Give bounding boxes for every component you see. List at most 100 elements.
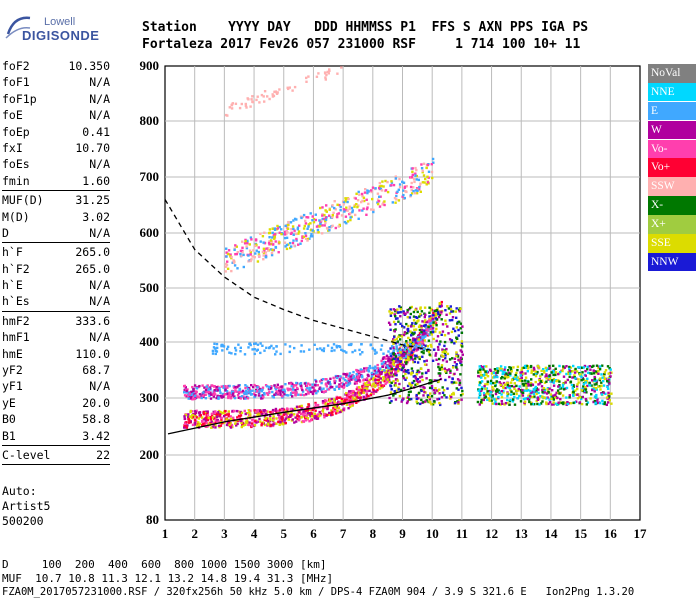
- echo-point: [452, 381, 456, 384]
- echo-point: [443, 344, 446, 348]
- echo-point: [394, 356, 398, 359]
- echo-point: [380, 386, 384, 389]
- echo-point: [583, 380, 587, 383]
- echo-point: [234, 253, 237, 256]
- echo-point: [363, 199, 366, 203]
- echo-point: [317, 231, 320, 234]
- echo-point: [421, 169, 424, 173]
- echo-point: [353, 203, 356, 207]
- echo-point: [313, 383, 317, 387]
- echo-point: [274, 392, 278, 395]
- echo-point: [354, 396, 358, 400]
- echo-point: [212, 395, 215, 398]
- echo-point: [331, 204, 334, 207]
- echo-point: [416, 338, 419, 341]
- echo-point: [260, 390, 263, 393]
- param-value: N/A: [89, 278, 110, 293]
- echo-point: [367, 374, 370, 378]
- echo-point: [403, 326, 406, 329]
- echo-point: [328, 208, 331, 211]
- echo-point: [388, 310, 391, 313]
- echo-point: [270, 385, 273, 388]
- echo-point: [595, 379, 598, 382]
- echo-point: [324, 78, 327, 81]
- echo-point: [538, 403, 541, 406]
- echo-point: [418, 332, 422, 335]
- echo-point: [599, 365, 602, 368]
- echo-point: [325, 204, 328, 207]
- echo-point: [232, 386, 236, 389]
- echo-point: [275, 92, 279, 95]
- auto-label: Auto:: [2, 484, 37, 498]
- echo-point: [590, 393, 593, 396]
- echo-point: [407, 329, 410, 333]
- echo-point: [508, 403, 511, 406]
- echo-point: [362, 370, 365, 373]
- echo-point: [554, 393, 557, 397]
- echo-point: [254, 252, 257, 255]
- echo-point: [561, 369, 564, 373]
- echo-point: [456, 378, 460, 381]
- echo-point: [497, 389, 500, 392]
- echo-point: [387, 321, 391, 324]
- echo-point: [276, 91, 279, 94]
- echo-point: [422, 388, 425, 392]
- echo-point: [346, 220, 350, 223]
- echo-point: [450, 330, 454, 334]
- echo-point: [195, 420, 198, 423]
- echo-point: [607, 372, 610, 375]
- echo-point: [457, 328, 460, 332]
- echo-point: [420, 167, 424, 170]
- echo-point: [281, 391, 285, 394]
- echo-point: [480, 389, 483, 392]
- echo-point: [283, 236, 287, 240]
- echo-point: [318, 224, 322, 227]
- echo-point: [407, 390, 411, 394]
- echo-point: [386, 373, 389, 376]
- echo-point: [309, 390, 312, 394]
- echo-point: [427, 369, 430, 373]
- echo-point: [403, 348, 406, 351]
- echo-point: [206, 410, 209, 413]
- echo-point: [324, 406, 327, 409]
- echo-point: [381, 362, 384, 365]
- echo-point: [189, 420, 192, 423]
- echo-point: [558, 392, 561, 395]
- echo-point: [441, 351, 444, 354]
- echo-point: [388, 380, 391, 384]
- echo-point: [412, 348, 415, 351]
- x-tick-label: 16: [604, 526, 618, 541]
- echo-point: [335, 346, 339, 349]
- echo-point: [246, 421, 250, 425]
- echo-point: [509, 374, 512, 377]
- echo-point: [230, 396, 233, 399]
- echo-point: [243, 397, 246, 400]
- echo-point: [350, 206, 354, 210]
- echo-point: [434, 352, 438, 355]
- echo-point: [211, 352, 215, 355]
- echo-point: [396, 366, 399, 369]
- echo-point: [404, 346, 408, 350]
- echo-point: [430, 170, 434, 174]
- echo-point: [376, 201, 379, 204]
- echo-point: [399, 364, 402, 368]
- echo-point: [321, 214, 324, 217]
- echo-point: [496, 369, 500, 373]
- echo-point: [198, 396, 201, 399]
- echo-point: [428, 322, 431, 326]
- echo-point: [398, 343, 401, 346]
- echo-point: [459, 373, 462, 376]
- echo-point: [286, 394, 290, 397]
- echo-point: [598, 368, 602, 371]
- echo-point: [414, 308, 417, 311]
- param-row: hmF1 N/A: [2, 329, 110, 345]
- echo-point: [393, 330, 396, 333]
- echo-point: [287, 388, 290, 392]
- echo-point: [394, 381, 397, 385]
- echo-point: [298, 382, 302, 386]
- echo-point: [606, 365, 610, 368]
- y-tick-label: 200: [140, 447, 160, 462]
- echo-point: [365, 390, 368, 393]
- echo-point: [501, 375, 504, 379]
- echo-point: [331, 413, 334, 416]
